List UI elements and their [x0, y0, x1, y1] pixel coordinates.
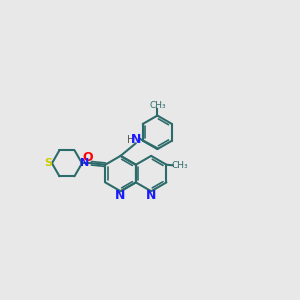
Text: CH₃: CH₃ [149, 101, 166, 110]
Text: N: N [116, 189, 126, 202]
Text: S: S [44, 158, 52, 168]
Text: N: N [146, 189, 156, 202]
Text: H: H [127, 135, 134, 145]
Text: N: N [80, 158, 90, 168]
Text: O: O [82, 152, 93, 164]
Text: N: N [131, 133, 142, 146]
Text: CH₃: CH₃ [171, 161, 188, 170]
